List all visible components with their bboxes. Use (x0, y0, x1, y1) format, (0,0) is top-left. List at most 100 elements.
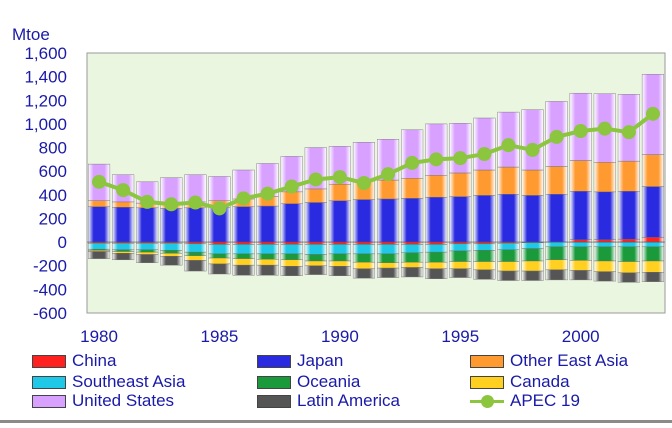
bar-canada-1986 (232, 258, 255, 266)
point-apec-19-1994 (429, 152, 444, 167)
bar-japan-1984 (184, 207, 207, 243)
point-apec-19-1988 (284, 179, 299, 194)
point-apec-19-2000 (573, 124, 588, 138)
point-apec-19-1999 (549, 129, 564, 144)
x-tick-label: 1980 (80, 327, 118, 346)
bar-southeast-asia-1997 (497, 243, 520, 250)
y-tick-label: -200 (33, 257, 67, 276)
bar-china-2000 (569, 239, 592, 243)
bar-oceania-1998 (521, 248, 544, 262)
legend-item-apec-19: APEC 19 (470, 391, 580, 411)
bar-japan-1999 (545, 194, 568, 243)
point-apec-19-1980 (92, 174, 107, 189)
bar-japan-1992 (377, 198, 400, 243)
bar-oceania-2001 (593, 246, 616, 262)
bar-china-1986 (232, 241, 255, 245)
legend-label-southeast-asia: Southeast Asia (72, 372, 186, 391)
bar-southeast-asia-1998 (521, 242, 544, 249)
bar-southeast-asia-1995 (449, 243, 472, 252)
bar-china-1990 (328, 241, 351, 245)
bar-canada-2000 (569, 260, 592, 271)
y-axis: -600 -400 -200 0 200 400 600 800 1,000 1,200 1,400… (24, 44, 67, 323)
bar-japan-1996 (473, 195, 496, 243)
bar-southeast-asia-1982 (136, 243, 159, 250)
bar-latin-america-1985 (208, 263, 231, 275)
bar-oceania-1989 (304, 254, 327, 262)
bar-latin-america-1997 (497, 270, 520, 281)
bar-japan-2000 (569, 191, 592, 240)
x-tick-label: 1990 (321, 327, 359, 346)
bar-canada-1987 (256, 259, 279, 266)
bar-latin-america-1981 (112, 253, 135, 261)
point-apec-19-1998 (525, 142, 540, 157)
bar-latin-america-2002 (617, 272, 640, 283)
bar-oceania-1986 (232, 253, 255, 259)
bar-southeast-asia-1988 (280, 244, 303, 255)
bar-latin-america-1987 (256, 264, 279, 276)
bar-southeast-asia-1980 (87, 243, 111, 250)
bar-canada-1995 (449, 261, 472, 269)
point-apec-19-2003 (645, 106, 660, 121)
legend-label-oceania: Oceania (297, 372, 361, 391)
bar-canada-1994 (425, 261, 448, 269)
bar-other-east-asia-1990 (328, 183, 351, 201)
bar-southeast-asia-1999 (545, 241, 568, 248)
point-apec-19-1993 (405, 155, 420, 170)
bar-canada-2002 (617, 261, 640, 274)
plot-area (86, 52, 666, 314)
legend-swatch-china (32, 354, 66, 368)
bar-japan-1993 (401, 198, 424, 243)
bar-other-east-asia-1981 (112, 201, 135, 208)
y-tick-label: 800 (39, 139, 67, 158)
bar-other-east-asia-1998 (521, 169, 544, 196)
bar-southeast-asia-1989 (304, 244, 327, 255)
bar-japan-1998 (521, 195, 544, 243)
bar-japan-1986 (232, 206, 255, 243)
legend-swatch-latin-america (257, 394, 291, 408)
bar-canada-1989 (304, 260, 327, 266)
legend-item-japan: Japan (257, 351, 343, 371)
bar-latin-america-1994 (425, 268, 448, 279)
y-axis-title: Mtoe (12, 25, 50, 44)
bar-southeast-asia-2000 (569, 241, 592, 248)
bar-southeast-asia-1990 (328, 244, 351, 255)
bar-other-east-asia-2000 (569, 160, 592, 192)
y-tick-label: -400 (33, 280, 67, 299)
bar-united-states-1995 (449, 123, 472, 174)
legend-label-united-states: United States (72, 391, 175, 410)
legend-label-china: China (72, 351, 117, 370)
point-apec-19-2002 (621, 125, 636, 140)
bar-southeast-asia-1985 (208, 244, 231, 255)
point-apec-19-1987 (260, 186, 275, 201)
bar-china-1987 (256, 241, 279, 245)
bar-china-1985 (208, 241, 231, 245)
bar-southeast-asia-1996 (473, 243, 496, 251)
bar-other-east-asia-1989 (304, 188, 327, 203)
bar-china-1993 (401, 241, 424, 245)
y-tick-label: 1,600 (24, 44, 67, 63)
bar-china-1989 (304, 241, 327, 245)
legend-swatch-southeast-asia (32, 375, 66, 389)
bar-latin-america-1990 (328, 266, 351, 276)
bar-canada-1981 (112, 251, 135, 254)
bar-southeast-asia-1993 (401, 244, 424, 253)
bar-united-states-1993 (401, 129, 424, 179)
y-tick-label: 1,000 (24, 115, 67, 134)
point-apec-19-1981 (116, 183, 131, 198)
bar-oceania-1984 (184, 251, 207, 256)
bar-oceania-1982 (136, 249, 159, 253)
point-apec-19-1986 (236, 191, 251, 206)
point-apec-19-1982 (140, 194, 155, 209)
bar-latin-america-1986 (232, 264, 255, 276)
bar-japan-2003 (641, 186, 664, 238)
bar-japan-1991 (352, 199, 375, 243)
bar-oceania-1992 (377, 253, 400, 263)
bar-southeast-asia-1987 (256, 244, 279, 255)
bar-japan-1988 (280, 203, 303, 243)
bar-southeast-asia-2002 (617, 241, 640, 248)
point-apec-19-1991 (356, 176, 371, 190)
bar-latin-america-1992 (377, 267, 400, 278)
bar-canada-1998 (521, 260, 544, 272)
bar-oceania-1990 (328, 253, 351, 262)
legend-swatch-oceania (257, 375, 291, 389)
